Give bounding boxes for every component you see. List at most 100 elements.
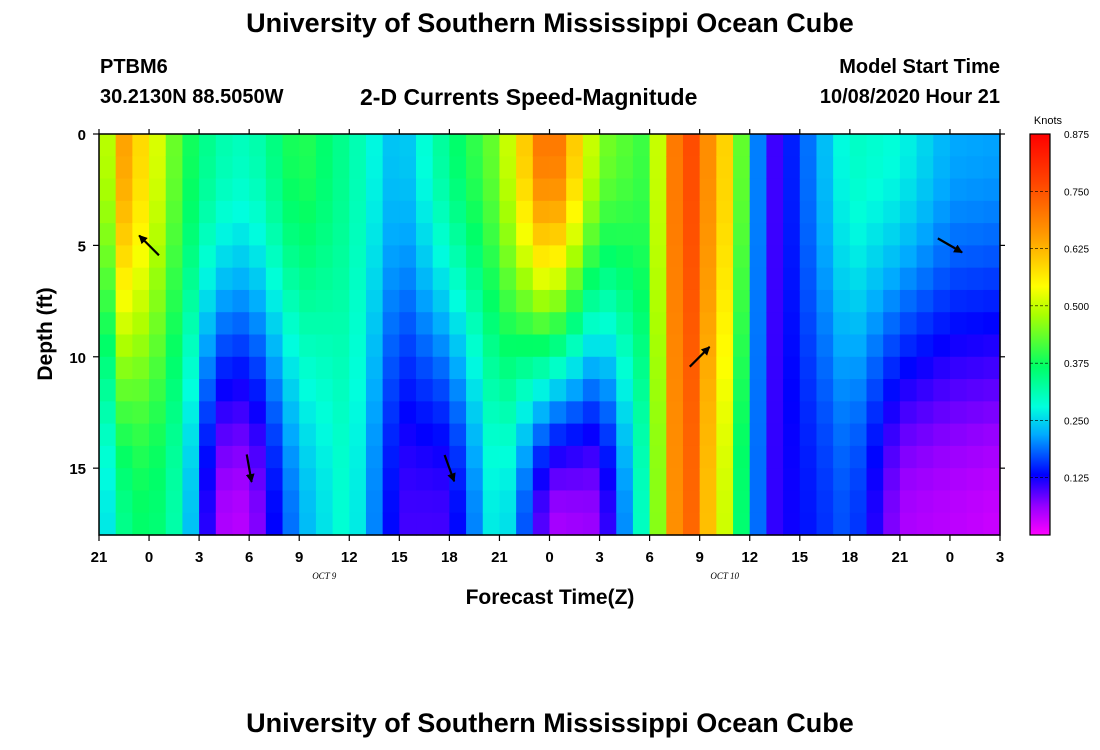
heatmap-cell [699,423,717,447]
heatmap-cell [866,490,884,514]
heatmap-cell [449,289,467,313]
heatmap-cell [115,312,133,336]
heatmap-cell [933,423,951,447]
heatmap-cell [949,490,968,514]
heatmap-cell [349,267,367,291]
heatmap-cell [933,468,951,492]
x-tick-label: 0 [145,549,153,566]
heatmap-cell [382,200,400,224]
heatmap-cell [899,379,918,402]
heatmap-cell [449,401,467,425]
heatmap-cell [616,512,634,536]
heatmap-cell [632,379,651,402]
heatmap-cell [99,267,117,291]
heatmap-cell [282,512,300,536]
heatmap-cell [332,223,350,246]
heatmap-cell [265,156,284,180]
heatmap-cell [582,178,601,202]
heatmap-cell [682,178,701,202]
heatmap-cell [99,356,117,380]
heatmap-cell [432,156,450,180]
heatmap-cell [99,200,117,224]
heatmap-cell [466,289,484,313]
heatmap-cell [532,445,551,469]
heatmap-cell [716,468,734,492]
heatmap-cell [682,468,701,492]
heatmap-cell [833,512,851,536]
heatmap-cell [499,379,517,402]
heatmap-cell [866,178,884,202]
heatmap-cell [983,178,1001,202]
heatmap-cell [849,178,868,202]
heatmap-cell [699,445,717,469]
heatmap-cell [449,245,467,269]
heatmap-cell [766,334,784,358]
heatmap-cell [899,289,918,313]
heatmap-cell [499,267,517,291]
heatmap-cell [632,468,651,492]
heatmap-cell [949,312,968,336]
heatmap-cell [599,423,617,447]
colorbar-tick-label: 0.125 [1064,474,1089,485]
heatmap-cell [632,512,651,536]
heatmap-cell [165,134,184,157]
heatmap-cell [532,289,551,313]
heatmap-cell [132,178,150,202]
heatmap-cell [382,156,400,180]
heatmap-cells [99,134,1001,536]
heatmap-cell [599,468,617,492]
heatmap-cell [883,134,901,157]
heatmap-cell [282,356,300,380]
heatmap-cell [799,401,818,425]
heatmap-cell [516,401,534,425]
heatmap-cell [682,356,701,380]
heatmap-cell [165,445,184,469]
heatmap-cell [749,312,768,336]
heatmap-cell [149,156,167,180]
heatmap-cell [649,178,667,202]
heatmap-cell [966,468,984,492]
heatmap-cell [182,445,200,469]
heatmap-cell [749,468,768,492]
heatmap-cell [249,401,267,425]
heatmap-cell [866,200,884,224]
heatmap-cell [816,289,834,313]
heatmap-cell [199,178,217,202]
heatmap-cell [499,134,517,157]
heatmap-cell [582,267,601,291]
heatmap-cell [282,468,300,492]
heatmap-cell [516,490,534,514]
heatmap-cell [733,178,751,202]
heatmap-cell [749,245,768,269]
heatmap-cell [215,423,234,447]
heatmap-cell [265,445,284,469]
heatmap-cell [916,156,934,180]
heatmap-cell [566,334,584,358]
heatmap-cell [149,512,167,536]
heatmap-cell [699,312,717,336]
heatmap-cell [215,178,234,202]
heatmap-cell [599,178,617,202]
heatmap-cell [849,423,868,447]
heatmap-cell [265,178,284,202]
x-tick-label: 21 [91,549,108,566]
heatmap-cell [582,423,601,447]
heatmap-cell [733,490,751,514]
heatmap-cell [499,356,517,380]
heatmap-cell [315,312,334,336]
heatmap-cell [816,468,834,492]
heatmap-cell [482,178,501,202]
heatmap-cell [933,178,951,202]
heatmap-cell [132,267,150,291]
heatmap-cell [566,423,584,447]
heatmap-cell [466,156,484,180]
heatmap-cell [549,267,567,291]
heatmap-cell [432,289,450,313]
heatmap-cell [783,490,801,514]
heatmap-cell [549,356,567,380]
heatmap-cell [833,401,851,425]
heatmap-cell [416,379,434,402]
heatmap-cell [632,445,651,469]
heatmap-cell [649,379,667,402]
heatmap-cell [282,200,300,224]
